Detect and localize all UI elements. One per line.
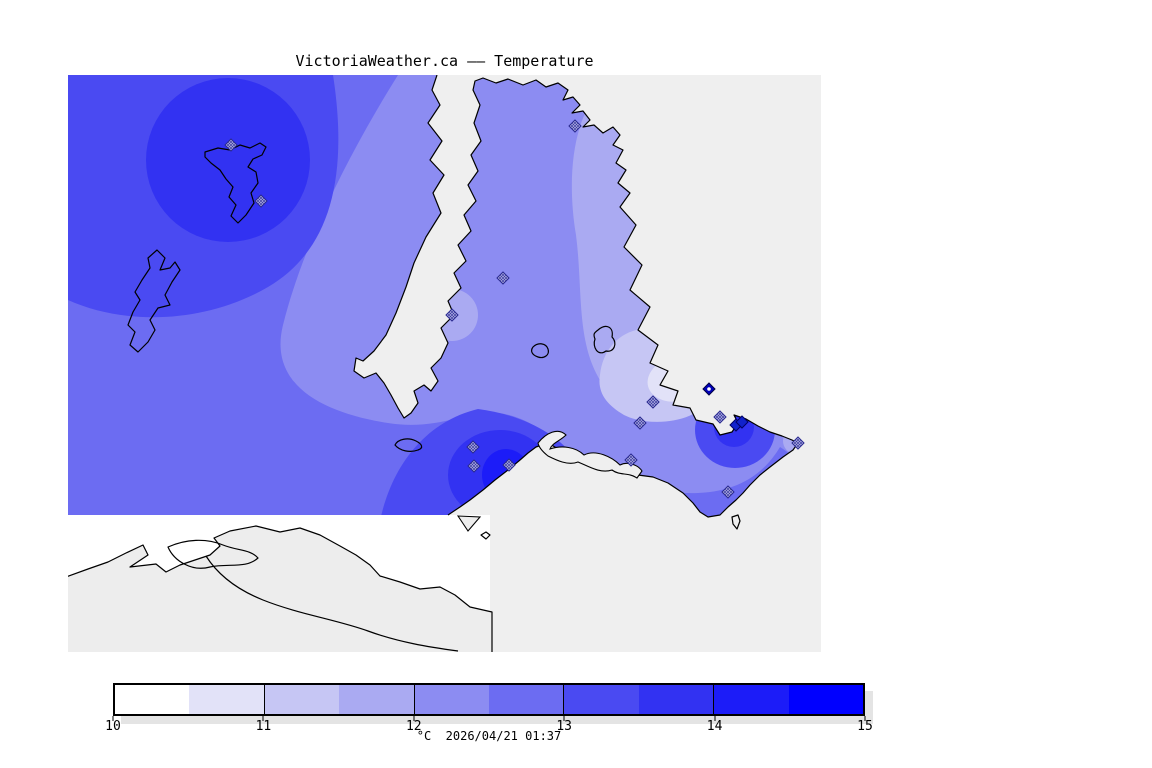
- colorbar: [113, 683, 865, 716]
- caption-spacer: [431, 729, 445, 743]
- colorbar-tick: [714, 716, 716, 721]
- islet-2: [731, 514, 741, 530]
- station-marker[interactable]: [467, 459, 481, 473]
- colorbar-segment: [413, 685, 490, 714]
- station-marker[interactable]: [568, 119, 582, 133]
- colorbar-segment: [263, 685, 340, 714]
- harbour-channel: [537, 430, 643, 479]
- colorbar-caption: °C 2026/04/21 01:37: [113, 729, 865, 743]
- station-marker[interactable]: [646, 395, 660, 409]
- station-marker[interactable]: [702, 382, 716, 396]
- page-title: VictoriaWeather.ca —— Temperature: [295, 52, 594, 70]
- units-label: °C: [416, 729, 432, 743]
- race-rocks-island: [394, 438, 423, 452]
- colorbar-ticks: [112, 716, 866, 722]
- colorbar-tick-label: 15: [857, 719, 873, 734]
- port-angeles-lagoon: [167, 539, 259, 569]
- colorbar-segment: [563, 685, 639, 714]
- station-marker[interactable]: [445, 308, 459, 322]
- station-marker-dot: [707, 387, 711, 391]
- station-marker[interactable]: [713, 410, 727, 424]
- colorbar-tick: [563, 716, 565, 721]
- coastlines: [127, 74, 799, 540]
- colorbar-segment: [489, 685, 564, 714]
- station-marker[interactable]: [224, 138, 238, 152]
- colorbar-segment: [713, 685, 789, 714]
- station-marker[interactable]: [254, 194, 268, 208]
- station-marker[interactable]: [502, 458, 516, 472]
- colorbar-tick-label: 10: [105, 719, 121, 734]
- colorbar-tick: [112, 716, 114, 721]
- colorbar-tick: [413, 716, 415, 721]
- station-marker[interactable]: [633, 416, 647, 430]
- station-markers: [224, 119, 805, 499]
- colorbar-segment: [638, 685, 714, 714]
- station-marker[interactable]: [721, 485, 735, 499]
- inland-detail-line: [205, 555, 459, 652]
- colorbar-segment: [115, 685, 190, 714]
- colorbar-segment: [788, 685, 864, 714]
- land-tip: [456, 515, 482, 532]
- colorbar-tick: [262, 716, 264, 721]
- temperature-map: [65, 74, 821, 655]
- colorbar-tick-label: 12: [405, 719, 422, 734]
- colorbar-tick: [864, 716, 866, 721]
- station-marker[interactable]: [466, 440, 480, 454]
- temperature-map-canvas: [65, 74, 821, 655]
- station-marker[interactable]: [791, 436, 805, 450]
- colorbar-tick-labels: 10 11 12 13 14 15: [105, 719, 873, 734]
- olympic-coast: [65, 525, 493, 655]
- sooke-basin-outline: [204, 142, 267, 224]
- olympic-peninsula: [65, 525, 493, 655]
- small-island-1: [531, 343, 549, 359]
- colorbar-segment: [189, 685, 264, 714]
- colorbar-tick-label: 14: [706, 719, 723, 734]
- colorbar-tick-label: 13: [556, 719, 573, 734]
- colorbar-tick-label: 11: [255, 719, 272, 734]
- station-marker[interactable]: [735, 415, 749, 429]
- station-marker[interactable]: [496, 271, 510, 285]
- island-outline: [127, 249, 181, 353]
- station-marker[interactable]: [624, 453, 638, 467]
- colorbar-segment: [339, 685, 414, 714]
- main-coastline: [353, 74, 799, 518]
- timestamp-label: 2026/04/21 01:37: [445, 729, 562, 743]
- small-island-2: [593, 325, 616, 354]
- islet-1: [480, 531, 491, 540]
